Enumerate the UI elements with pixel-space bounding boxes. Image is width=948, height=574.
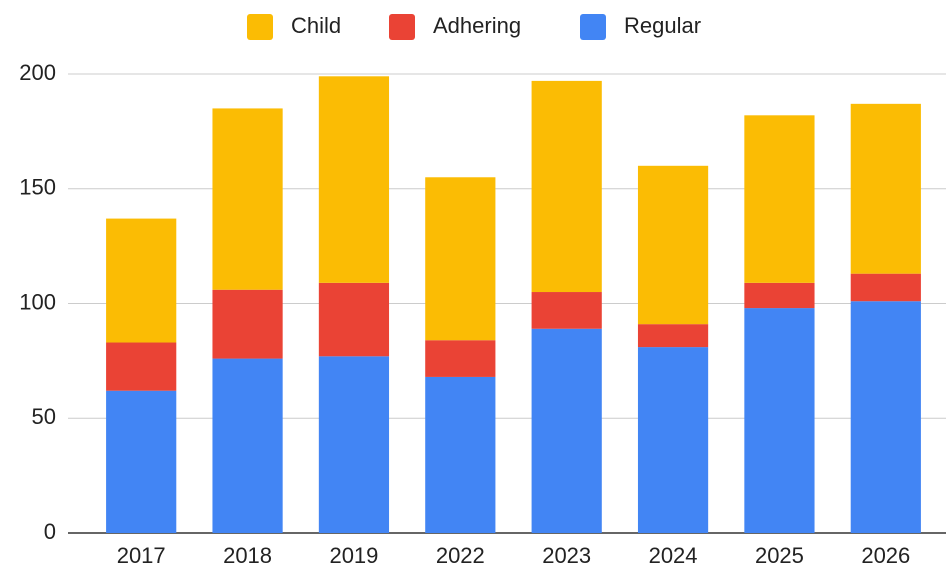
legend-swatch — [247, 14, 273, 40]
bar-segment — [744, 115, 815, 283]
bar-segment — [531, 292, 602, 329]
legend-swatch — [580, 14, 606, 40]
bar-segment — [850, 273, 921, 302]
x-tick-label: 2025 — [755, 543, 804, 568]
bar-segment — [106, 342, 177, 391]
bar-segment — [850, 301, 921, 533]
legend-label: Adhering — [433, 13, 521, 38]
y-tick-label: 200 — [19, 60, 56, 85]
bar-segment — [425, 376, 496, 533]
bar-segment — [744, 308, 815, 533]
y-tick-label: 100 — [19, 289, 56, 314]
bar-segment — [318, 282, 390, 357]
y-tick-label: 50 — [32, 404, 56, 429]
legend-label: Regular — [624, 13, 701, 38]
y-tick-label: 0 — [44, 519, 56, 544]
x-tick-label: 2018 — [223, 543, 272, 568]
bar-segment — [637, 324, 709, 348]
bar-segment — [744, 282, 815, 309]
bar-segment — [850, 103, 921, 274]
legend-label: Child — [291, 13, 341, 38]
x-tick-label: 2024 — [649, 543, 698, 568]
x-tick-label: 2019 — [329, 543, 378, 568]
bar-segment — [531, 80, 602, 293]
bar-segment — [318, 356, 390, 533]
bar-segment — [318, 76, 390, 283]
bar-segment — [531, 328, 602, 533]
bar-segment — [425, 177, 496, 341]
bar-segment — [212, 358, 283, 533]
bar-segment — [212, 108, 283, 290]
x-tick-label: 2017 — [117, 543, 166, 568]
x-tick-label: 2023 — [542, 543, 591, 568]
bar-segment — [106, 218, 177, 343]
bar-segment — [637, 165, 709, 325]
x-tick-label: 2022 — [436, 543, 485, 568]
y-tick-label: 150 — [19, 175, 56, 200]
bar-segment — [637, 347, 709, 533]
bar-segment — [212, 289, 283, 359]
legend-swatch — [389, 14, 415, 40]
bar-segment — [425, 340, 496, 377]
x-tick-label: 2026 — [861, 543, 910, 568]
bar-segment — [106, 390, 177, 533]
